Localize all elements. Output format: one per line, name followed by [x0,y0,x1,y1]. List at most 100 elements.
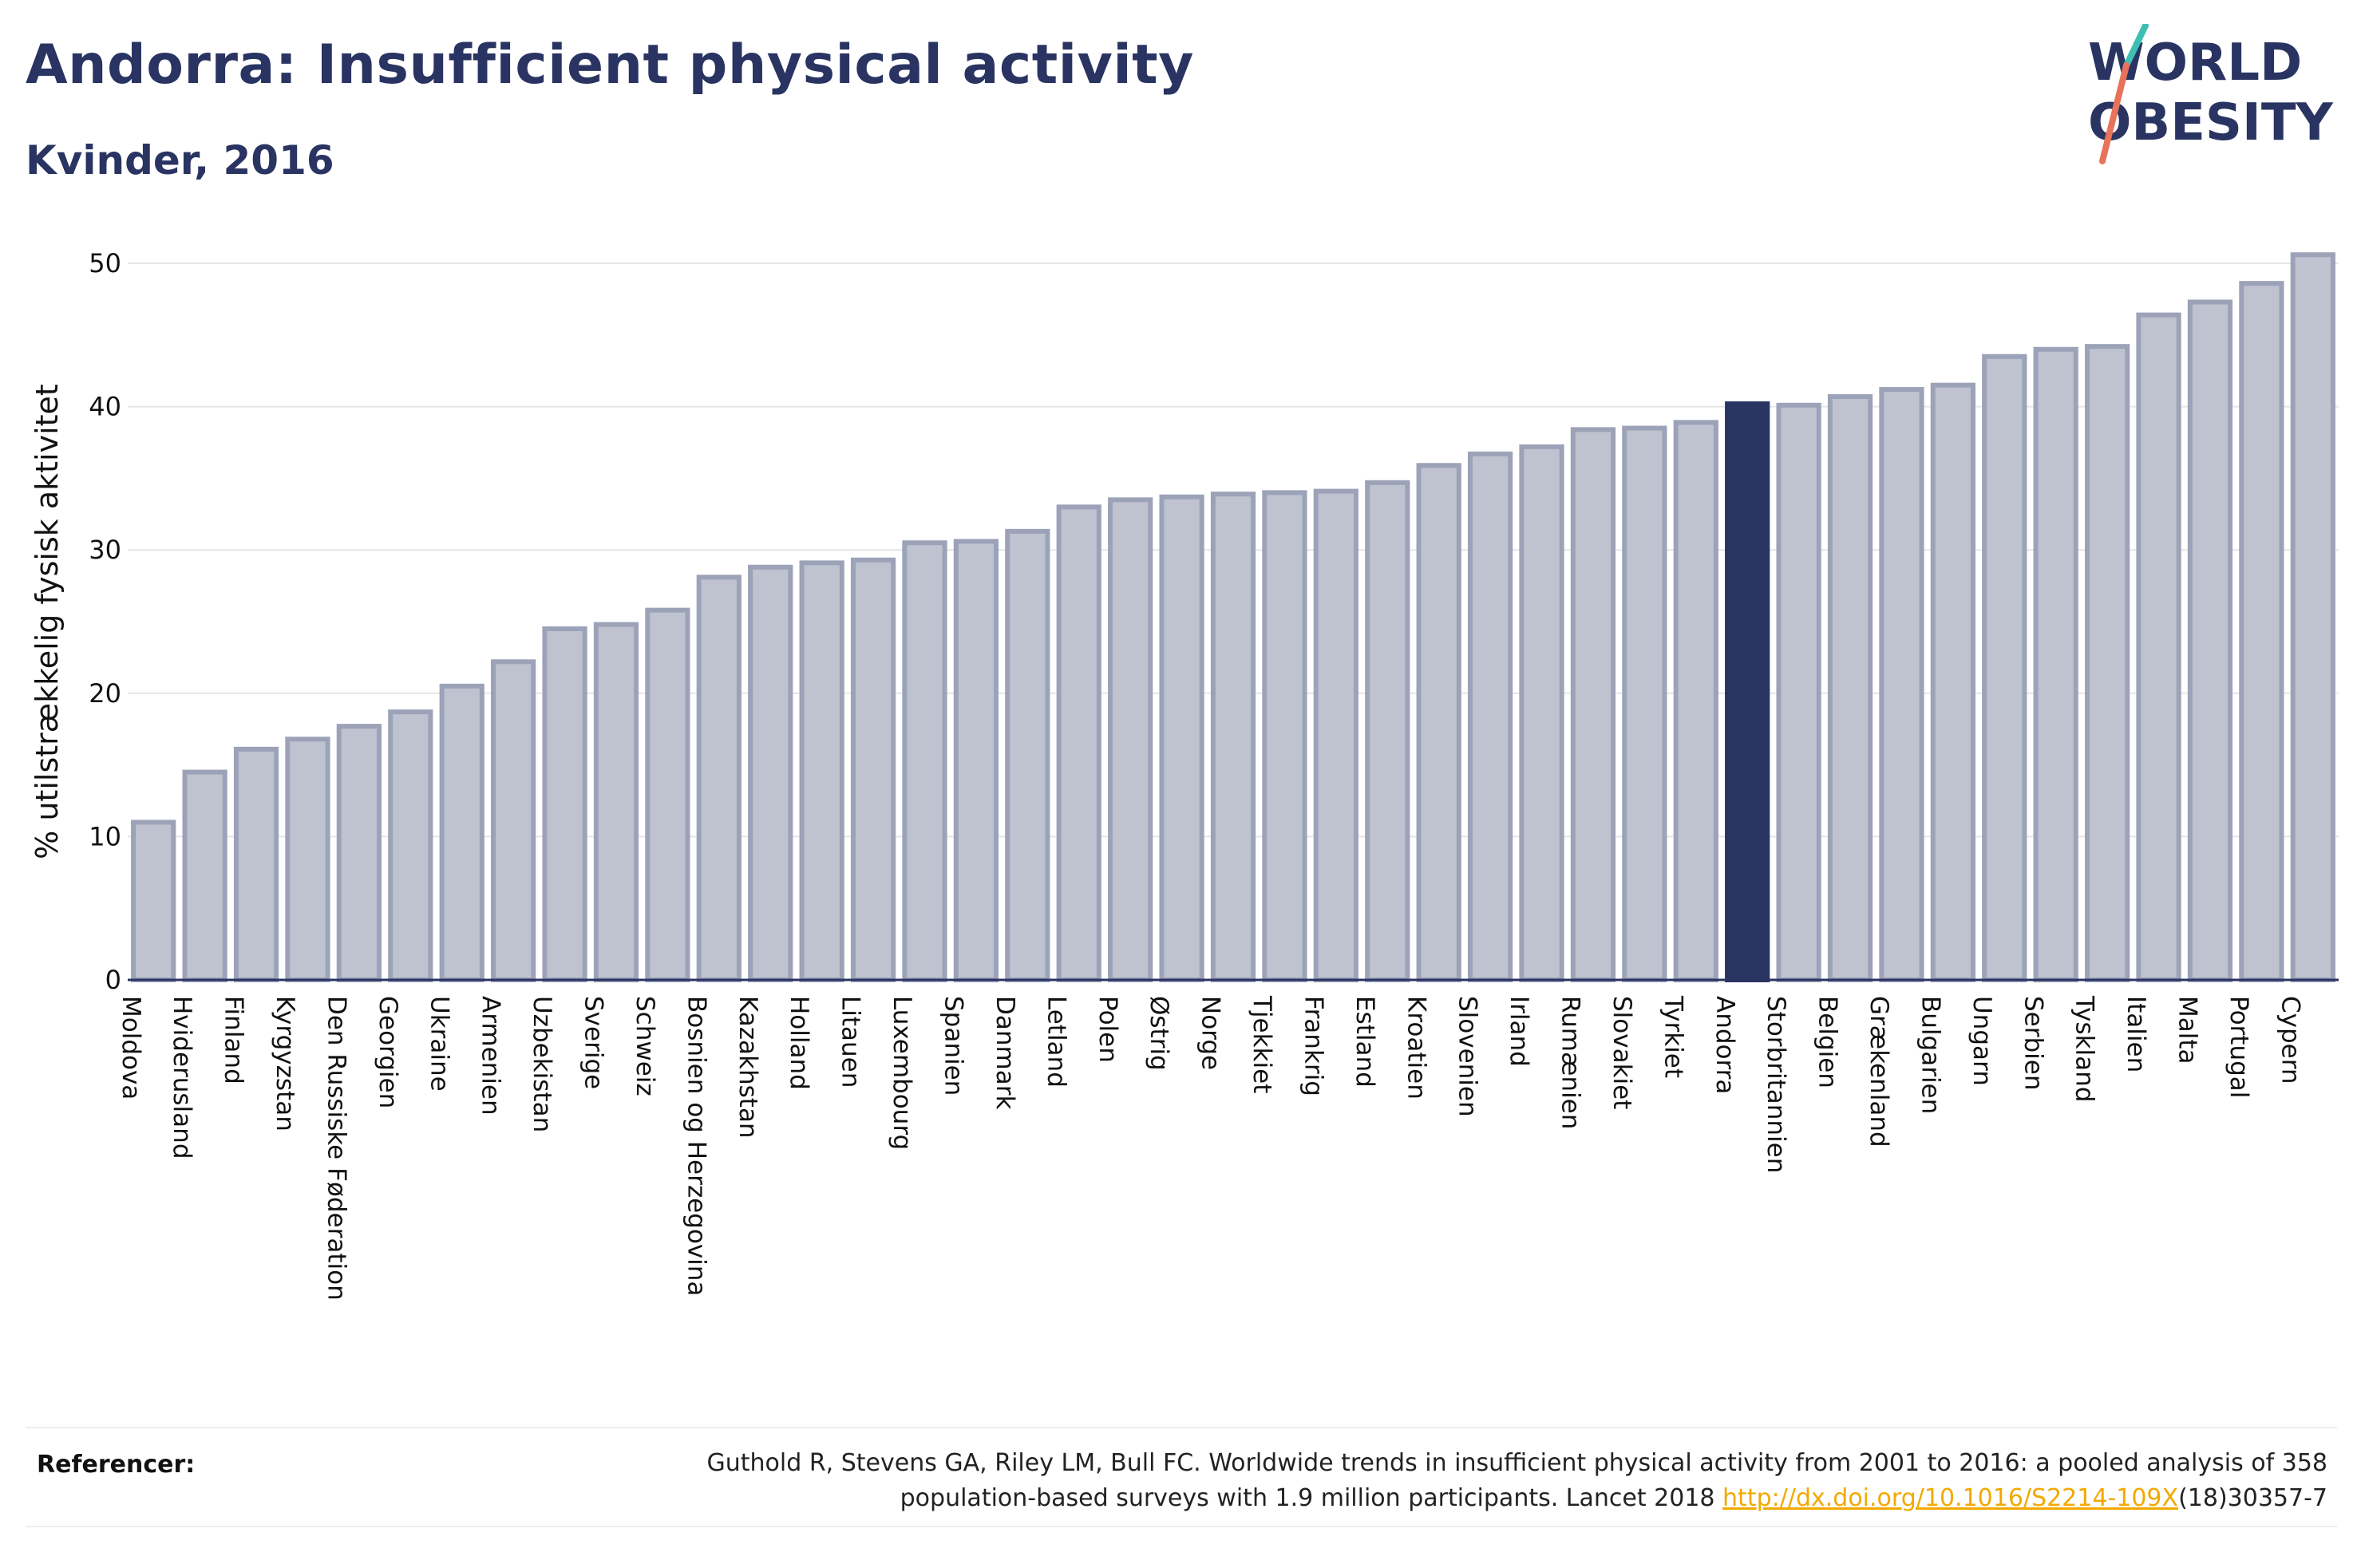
bar-schweiz [645,607,690,983]
x-tick-label: Polen [1093,996,1122,1063]
bar-frankrig [1313,488,1358,982]
x-tick-label: Storbritannien [1762,996,1790,1173]
bar-danmark [1005,528,1050,982]
y-axis-label: % utilstrækkelig fysisk aktivitet [30,384,65,859]
bar-kazakhstan [748,564,793,982]
bar-letland [1056,504,1101,982]
x-tick-label: Portugal [2225,996,2253,1098]
bar-italien [2136,312,2181,982]
bar-slovenien [1467,451,1513,982]
bar-luxembourg [902,540,947,982]
bar-holland [799,560,844,982]
bar-tyskland [2084,344,2130,982]
x-tick-label: Slovenien [1453,996,1482,1117]
y-tick-label: 50 [89,248,121,278]
x-tick-label: Serbien [2019,996,2047,1091]
x-tick-label: Spanien [939,996,968,1096]
chart-subtitle: Kvinder, 2016 [26,137,334,184]
x-tick-label: Andorra [1710,996,1739,1094]
x-tick-label: Estland [1351,996,1379,1088]
world-obesity-logo: WORLD OBESITY [2088,24,2333,164]
bars [131,252,2335,983]
x-tick-label: Hviderusland [168,996,196,1159]
bar-belgien [1827,394,1873,982]
bar-ukraine [439,683,484,982]
x-tick-label: Frankrig [1299,996,1327,1096]
x-tick-label: Rumænien [1556,996,1585,1129]
x-tick-label: Kazakhstan [734,996,762,1139]
bar-spanien [953,539,999,982]
bar-rumænien [1570,427,1616,982]
x-tick-label: Belgien [1813,996,1842,1088]
bar-norge [1210,492,1256,982]
reference-line-3: (18)30357-7 [2178,1484,2327,1512]
x-tick-labels: Moldova Hviderusland Finland Kyrgyzstan Den … [117,995,2305,1301]
y-tick-labels: 0 10 20 30 40 50 [89,248,121,995]
bar-østrig [1159,494,1204,982]
x-tick-label: Ungarn [1968,996,1996,1086]
reference-line-1: Guthold R, Stevens GA, Riley LM, Bull FC… [706,1449,2327,1477]
bar-ungarn [1982,353,2027,982]
logo-line2: OBESITY [2088,93,2333,152]
x-tick-label: Italien [2122,996,2150,1072]
x-tick-label: Finland [219,996,248,1084]
x-tick-label: Georgien [374,996,402,1108]
y-tick-label: 40 [89,392,121,422]
x-tick-label: Holland [785,996,813,1090]
bar-chart: 0 10 20 30 40 50 Moldova Hviderusland Finland Ky… [30,248,2339,1301]
y-tick-label: 0 [105,965,121,995]
bar-tyrkiet [1673,420,1718,982]
x-tick-label: Sverige [579,996,608,1089]
x-tick-label: Slovakiet [1608,996,1636,1109]
x-tick-label: Letland [1042,996,1070,1088]
logo-slash-teal [2123,24,2149,69]
x-tick-label: Armenien [477,996,505,1116]
bar-finland [233,746,279,982]
bar-polen [1108,497,1153,982]
logo-slash-coral [2099,62,2130,164]
x-tick-label: Uzbekistan [528,996,556,1132]
bar-moldova [131,820,176,982]
x-tick-label: Bosnien og Herzegovina [682,996,710,1296]
x-tick-label: Moldova [117,996,145,1100]
x-tick-label: Norge [1196,996,1225,1070]
references-text: Guthold R, Stevens GA, Riley LM, Bull FC… [412,1446,2327,1516]
x-tick-label: Luxembourg [888,996,916,1150]
bar-estland [1365,480,1410,982]
bar-den-russiske-føderation [336,724,382,982]
footer-divider-top [26,1427,2337,1428]
bar-litauen [850,557,896,982]
x-tick-label: Litauen [836,996,865,1088]
bar-grækenland [1879,387,1924,983]
chart-title: Andorra: Insufficient physical activity [26,34,1195,97]
x-tick-label: Kroatien [1402,996,1430,1100]
bar-uzbekistan [542,626,587,982]
x-tick-label: Tyrkiet [1659,995,1687,1078]
reference-line-2: population-based surveys with 1.9 millio… [900,1484,1723,1512]
x-tick-label: Kyrgyzstan [271,996,299,1132]
bar-kyrgyzstan [285,737,330,982]
x-tick-label: Cypern [2276,996,2304,1084]
y-tick-label: 30 [89,535,121,565]
bar-cypern [2290,252,2335,982]
y-tick-label: 10 [89,821,121,851]
x-tick-label: Tyskland [2070,995,2099,1103]
bar-georgien [388,709,433,982]
footer-divider-bottom [26,1526,2337,1527]
bar-armenien [491,659,536,983]
x-tick-label: Malta [2173,996,2202,1064]
x-tick-label: Bulgarien [1916,996,1944,1114]
x-tick-label: Danmark [991,996,1019,1109]
x-tick-label: Grækenland [1865,996,1893,1147]
bar-storbritannien [1776,402,1821,982]
bar-sverige [593,622,639,982]
bar-tjekkiet [1262,490,1307,982]
reference-doi-link[interactable]: http://dx.doi.org/10.1016/S2214-109X [1722,1484,2179,1512]
x-tick-label: Irland [1505,996,1533,1067]
x-tick-label: Den Russiske Føderation [322,996,350,1301]
x-tick-label: Ukraine [425,996,453,1092]
x-tick-label: Schweiz [631,996,659,1096]
bar-bulgarien [1930,382,1975,983]
bar-malta [2187,299,2233,982]
bar-serbien [2033,346,2078,982]
